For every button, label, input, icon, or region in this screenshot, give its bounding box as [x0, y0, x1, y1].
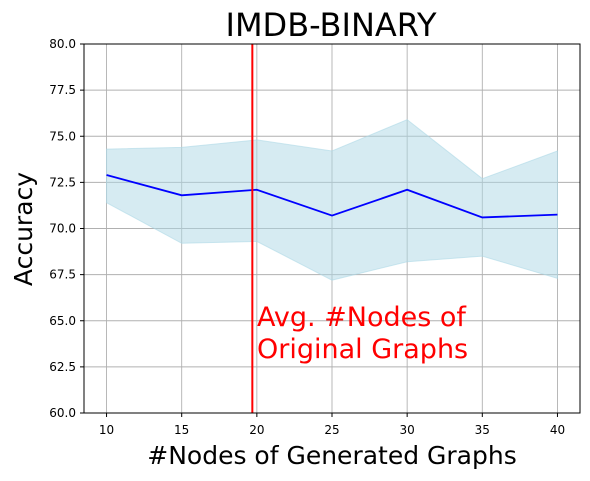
- confidence-band: [106, 119, 558, 281]
- x-axis: 10 15 20 25 30 35 40: [99, 413, 565, 437]
- y-tick-label: 60.0: [49, 406, 76, 420]
- y-tick-label: 72.5: [49, 175, 76, 189]
- y-axis-title: Accuracy: [9, 172, 38, 286]
- annotation-line-2: Original Graphs: [257, 334, 468, 365]
- y-tick-label: 77.5: [49, 83, 76, 97]
- y-tick-label: 75.0: [49, 129, 76, 143]
- x-tick-label: 25: [324, 423, 339, 437]
- x-tick-label: 15: [174, 423, 189, 437]
- y-tick-label: 65.0: [49, 314, 76, 328]
- x-tick-label: 20: [249, 423, 264, 437]
- x-tick-label: 40: [550, 423, 565, 437]
- y-tick-label: 62.5: [49, 360, 76, 374]
- y-tick-label: 80.0: [49, 37, 76, 51]
- x-axis-title: #Nodes of Generated Graphs: [147, 441, 517, 470]
- chart-title: IMDB-BINARY: [226, 6, 437, 44]
- accuracy-line: [106, 174, 558, 219]
- y-tick-label: 70.0: [49, 222, 76, 236]
- x-tick-label: 35: [475, 423, 490, 437]
- y-axis: 60.0 62.5 65.0 67.5 70.0 72.5 75.0 77.5 80.0: [49, 37, 84, 420]
- annotation-line-1: Avg. #Nodes of: [257, 302, 467, 333]
- y-tick-label: 67.5: [49, 268, 76, 282]
- x-tick-label: 30: [400, 423, 415, 437]
- x-tick-label: 10: [99, 423, 114, 437]
